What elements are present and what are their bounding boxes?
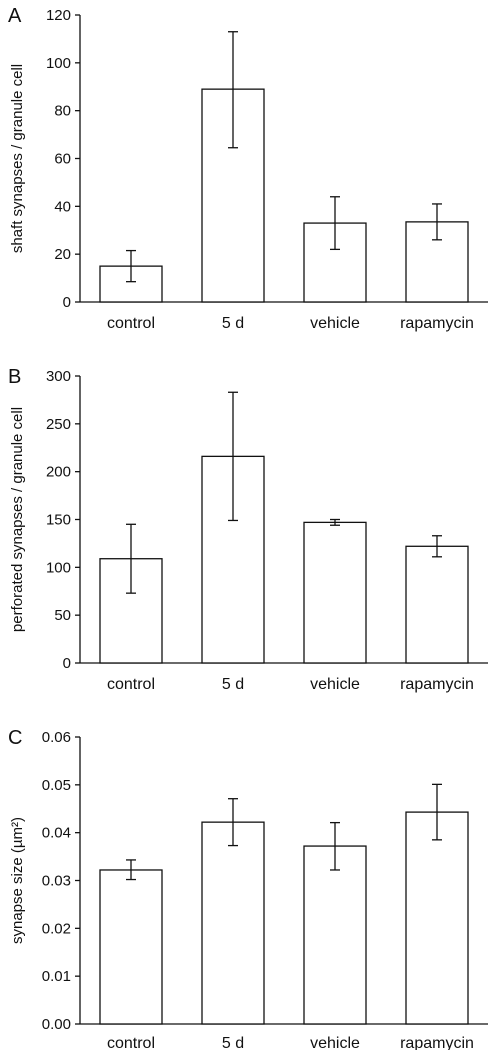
y-tick-label: 80	[54, 103, 71, 120]
y-tick-label: 200	[46, 464, 71, 481]
y-tick-label: 60	[54, 151, 71, 168]
y-tick-label: 100	[46, 55, 71, 72]
x-category-label: rapamycin	[400, 1035, 474, 1050]
x-category-label: 5 d	[222, 315, 244, 332]
x-category-label: vehicle	[310, 1035, 360, 1050]
x-category-label: control	[107, 676, 155, 693]
y-tick-label: 150	[46, 512, 71, 529]
y-tick-label: 250	[46, 416, 71, 433]
y-axis-title: synapse size (µm²)	[9, 817, 26, 944]
y-tick-label: 0.00	[42, 1016, 71, 1033]
chart-panel-a: A 0 20 40 60 80 100 120 shaft synapses / granule…	[8, 5, 488, 332]
x-category-label: 5 d	[222, 1035, 244, 1050]
y-tick-label: 100	[46, 559, 71, 576]
y-tick-label: 300	[46, 368, 71, 385]
y-tick-label: 40	[54, 198, 71, 215]
x-category-label: vehicle	[310, 676, 360, 693]
bar-vehicle	[303, 845, 367, 1025]
y-tick-label: 0	[63, 655, 71, 672]
y-tick-label: 120	[46, 7, 71, 24]
y-tick-label: 0	[63, 294, 71, 311]
y-tick-label: 0.02	[42, 920, 71, 937]
x-category-label: rapamycin	[400, 676, 474, 693]
y-axis-title: perforated synapses / granule cell	[9, 407, 26, 632]
bar-vehicle	[303, 521, 367, 664]
bar-rapamycin	[405, 545, 469, 664]
y-tick-label: 0.01	[42, 968, 71, 985]
panel-letter: A	[8, 5, 22, 27]
y-tick-label: 0.04	[42, 825, 71, 842]
y-tick-label: 50	[54, 607, 71, 624]
y-tick-label: 0.06	[42, 729, 71, 746]
x-category-label: 5 d	[222, 676, 244, 693]
x-category-label: rapamycin	[400, 315, 474, 332]
y-tick-label: 0.05	[42, 777, 71, 794]
x-category-label: control	[107, 1035, 155, 1050]
chart-panel-c: C 0.00 0.01 0.02 0.03 0.04 0.05 0.06 synapse siz…	[8, 727, 488, 1050]
panel-letter: C	[8, 727, 22, 749]
bar-5-d	[201, 821, 265, 1025]
x-category-label: control	[107, 315, 155, 332]
chart-panel-b: B 0 50 100 150 200 250 300 perforated synapses /…	[8, 366, 488, 693]
y-tick-label: 20	[54, 246, 71, 263]
bar-control	[99, 869, 163, 1025]
y-tick-label: 0.03	[42, 873, 71, 890]
x-category-label: vehicle	[310, 315, 360, 332]
panel-letter: B	[8, 366, 21, 388]
bar-rapamycin	[405, 811, 469, 1025]
y-axis-title: shaft synapses / granule cell	[9, 64, 26, 253]
